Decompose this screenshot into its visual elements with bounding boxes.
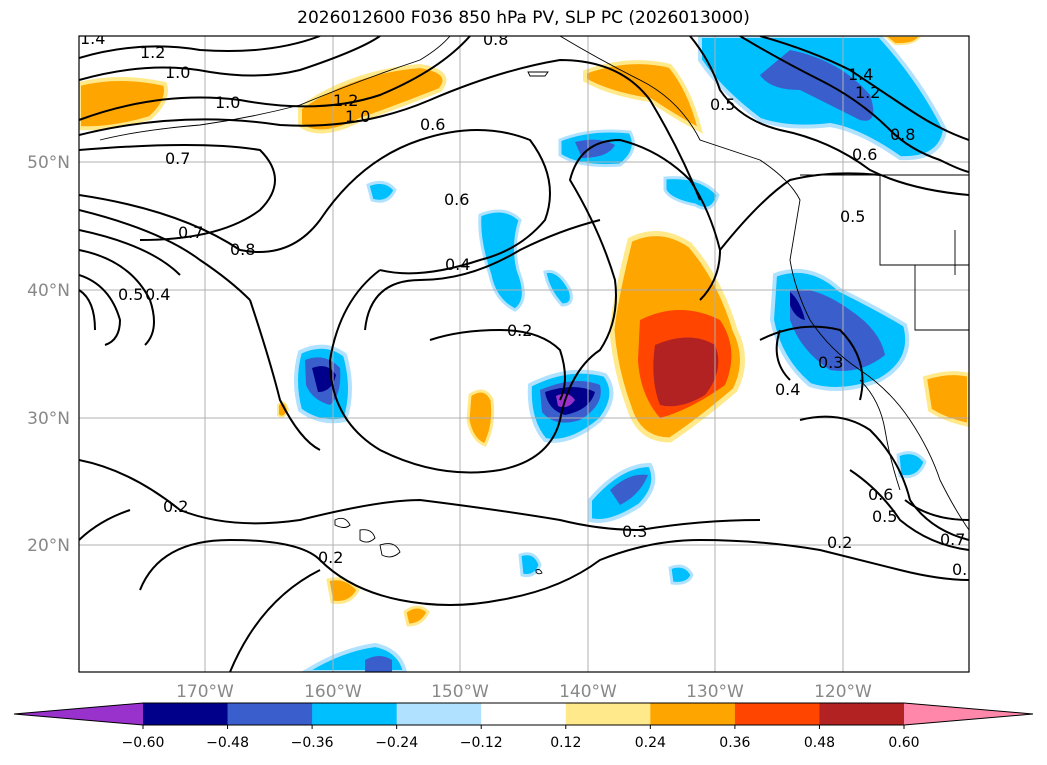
colorbar-cell — [227, 703, 313, 725]
colorbar-cell — [481, 703, 567, 725]
colorbar-extend-right — [904, 703, 1033, 725]
contour-label: 0.2 — [163, 497, 188, 516]
colorbar-cell — [650, 703, 736, 725]
contour-label: 0.3 — [622, 522, 647, 541]
contour-label: 1.0 — [345, 107, 370, 126]
colorbar-cell — [734, 703, 820, 725]
colorbar-label: 0.60 — [888, 735, 919, 751]
colorbar-label: 0.36 — [719, 735, 750, 751]
lat-label: 40°N — [27, 281, 70, 301]
pv-negative-california-dark — [790, 292, 805, 320]
contour-label: 0.3 — [818, 353, 843, 372]
pv-negative-small-b — [366, 180, 397, 203]
contour-label: 0.7 — [165, 149, 190, 168]
pv-negative-south-core — [610, 474, 648, 505]
pv-positive-bc — [583, 60, 703, 134]
pv-negative-small-c — [518, 552, 542, 577]
contour-label: 0.7 — [940, 530, 965, 549]
contour-label: 1.2 — [333, 91, 358, 110]
contour-label: 1.4 — [848, 65, 873, 84]
pv-positive-ne — [883, 36, 922, 46]
lon-label: 160°W — [304, 682, 362, 702]
lon-label: 120°W — [814, 682, 872, 702]
contour-label: 0.6 — [444, 190, 469, 209]
contour-label: 0.6 — [420, 115, 445, 134]
longitude-labels: 170°W 160°W 150°W 140°W 130°W 120°W — [176, 682, 872, 702]
lat-label: 50°N — [27, 153, 70, 173]
contour-label: 0.2 — [318, 548, 343, 567]
contour-label: 1.0 — [215, 93, 240, 112]
colorbar-cell — [396, 703, 482, 725]
contour-label: 1.2 — [140, 43, 165, 62]
contour-label: 1.2 — [855, 83, 880, 102]
contour-label: 1.4 — [80, 29, 105, 48]
lon-label: 130°W — [686, 682, 744, 702]
pv-shading — [79, 36, 969, 672]
contour-label: 1.0 — [165, 63, 190, 82]
graticule — [79, 36, 969, 672]
contour-label: 0.4 — [445, 255, 470, 274]
contour-label: 0.8 — [230, 240, 255, 259]
contour-label: 0.4 — [775, 380, 800, 399]
contour-label: 0.7 — [178, 223, 203, 242]
pv-negative-gulf-core — [760, 50, 874, 121]
colorbar-label: 0.24 — [635, 735, 666, 751]
contour-label: 0.2 — [507, 321, 532, 340]
lon-label: 170°W — [176, 682, 234, 702]
contour-label: 0.5 — [872, 507, 897, 526]
pv-positive-small3 — [403, 605, 430, 627]
contour-label: 0.5 — [840, 207, 865, 226]
colorbar-extend-left — [14, 703, 143, 725]
colorbar: −0.60 −0.48 −0.36 −0.24 −0.12 0.12 0.24 0.36 0.4… — [13, 702, 1034, 751]
contour-labels: 1.4 1.2 1.0 1.0 1.2 1.0 0.6 0.7 0.6 0.7 … — [80, 29, 977, 579]
contour-label: 0.5 — [710, 95, 735, 114]
colorbar-cell — [819, 703, 905, 725]
map-title: 2026012600 F036 850 hPa PV, SLP PC (2026… — [297, 8, 750, 28]
lon-label: 150°W — [431, 682, 489, 702]
slp-contours — [79, 36, 969, 672]
pv-negative-small-e — [896, 451, 927, 479]
pv-negative-small-a — [543, 269, 573, 307]
colorbar-label: −0.48 — [206, 735, 249, 751]
contour-label: 0.2 — [827, 533, 852, 552]
pv-negative-bottom-core — [365, 656, 392, 672]
contour-label: 0.1 — [952, 560, 977, 579]
latitude-labels: 50°N 40°N 30°N 20°N — [27, 153, 70, 556]
pv-negative-small-d — [668, 564, 694, 585]
colorbar-label: −0.24 — [375, 735, 418, 751]
contour-label: 0.6 — [868, 485, 893, 504]
contour-label: 0.5 — [118, 285, 143, 304]
colorbar-label: −0.12 — [460, 735, 503, 751]
colorbar-label: 0.48 — [804, 735, 835, 751]
colorbar-cell — [565, 703, 651, 725]
pv-positive-small2 — [326, 577, 360, 604]
colorbar-label: −0.60 — [122, 735, 165, 751]
contour-label: 0.8 — [483, 30, 508, 49]
pv-positive-nw — [79, 77, 168, 131]
map-frame — [78, 35, 970, 673]
lat-label: 20°N — [27, 536, 70, 556]
colorbar-cell — [143, 703, 229, 725]
lon-label: 140°W — [559, 682, 617, 702]
contour-label: 0.4 — [145, 285, 170, 304]
colorbar-label: −0.36 — [291, 735, 334, 751]
pv-positive-main-core2 — [653, 337, 719, 407]
lat-label: 30°N — [27, 409, 70, 429]
contour-label: 0.8 — [890, 125, 915, 144]
pv-negative-coast — [663, 176, 720, 210]
colorbar-label: 0.12 — [550, 735, 581, 751]
pv-positive-baja — [922, 371, 969, 428]
colorbar-cell — [312, 703, 398, 725]
contour-label: 0.6 — [852, 145, 877, 164]
